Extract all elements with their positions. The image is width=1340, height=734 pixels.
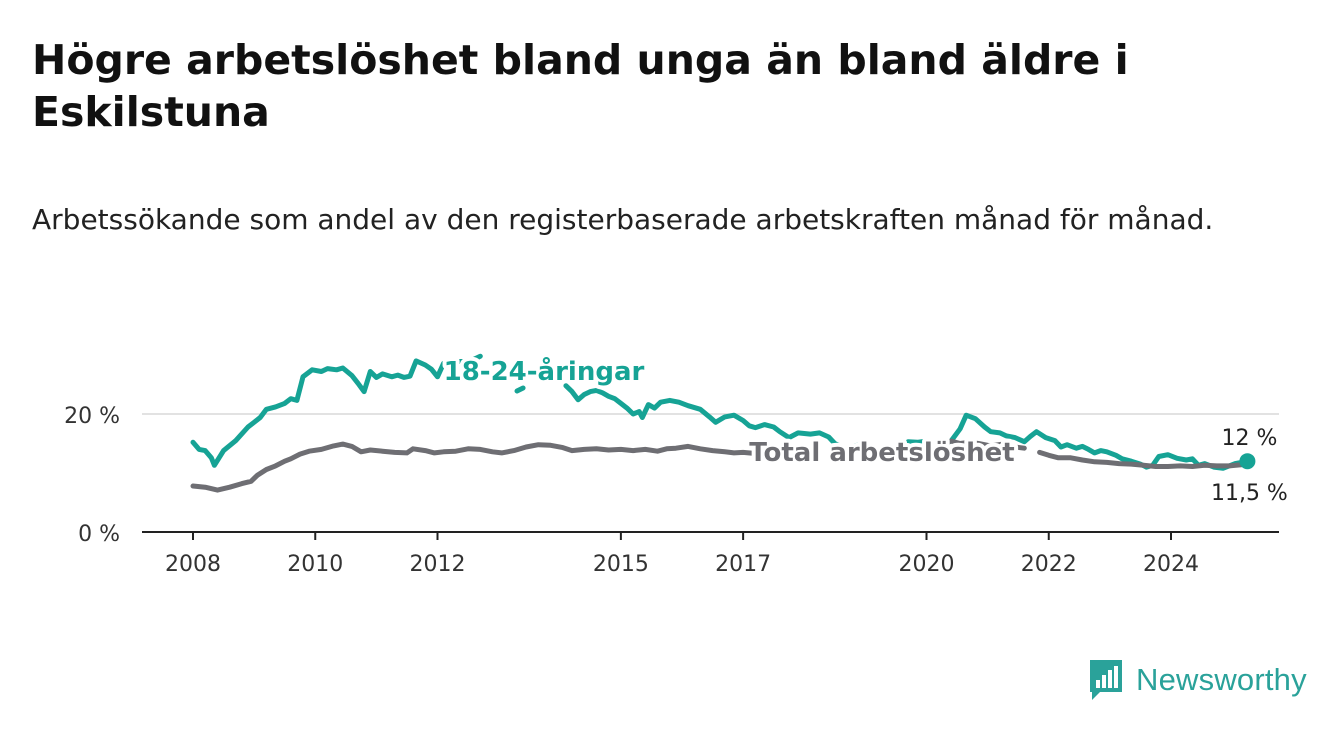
- end-point-youth: [1239, 453, 1256, 470]
- x-tick-label: 2012: [410, 552, 466, 577]
- chart-subtitle: Arbetssökande som andel av den registerb…: [32, 203, 1214, 236]
- newsworthy-chart-icon: [1090, 660, 1122, 700]
- chart-title: Högre arbetslöshet bland unga än bland ä…: [32, 36, 1129, 136]
- series-line-total: [190, 441, 758, 493]
- x-tick-label: 2017: [715, 552, 771, 577]
- series-line-total: [1037, 449, 1250, 469]
- series-line-youth: [563, 383, 844, 449]
- series-label-halo: Total arbetslöshet: [749, 438, 1014, 468]
- series-label: 18-24-åringar: [444, 355, 645, 387]
- series-line-youth: [190, 353, 483, 468]
- x-tick-label: 2015: [593, 552, 649, 577]
- brand-name: Newsworthy: [1136, 662, 1307, 697]
- x-tick-label: 2008: [165, 552, 221, 577]
- x-tick-label: 2020: [899, 552, 955, 577]
- y-tick-label: 20 %: [64, 404, 120, 429]
- x-tick-label: 2010: [287, 552, 343, 577]
- series-label: Total arbetslöshet: [749, 438, 1014, 468]
- y-tick-label: 0 %: [78, 522, 120, 547]
- end-label-total: 11,5 %: [1211, 481, 1288, 506]
- x-tick-label: 2024: [1143, 552, 1199, 577]
- series-line-total: [939, 438, 1027, 451]
- series-line-youth: [514, 385, 526, 394]
- series-line-youth: [899, 412, 1250, 471]
- x-tick-label: 2022: [1021, 552, 1077, 577]
- series-label-halo: 18-24-åringar: [444, 355, 645, 387]
- brand-logo: Newsworthy: [1088, 658, 1307, 702]
- end-label-youth: 12 %: [1221, 426, 1277, 451]
- series-line-youth: [850, 442, 874, 451]
